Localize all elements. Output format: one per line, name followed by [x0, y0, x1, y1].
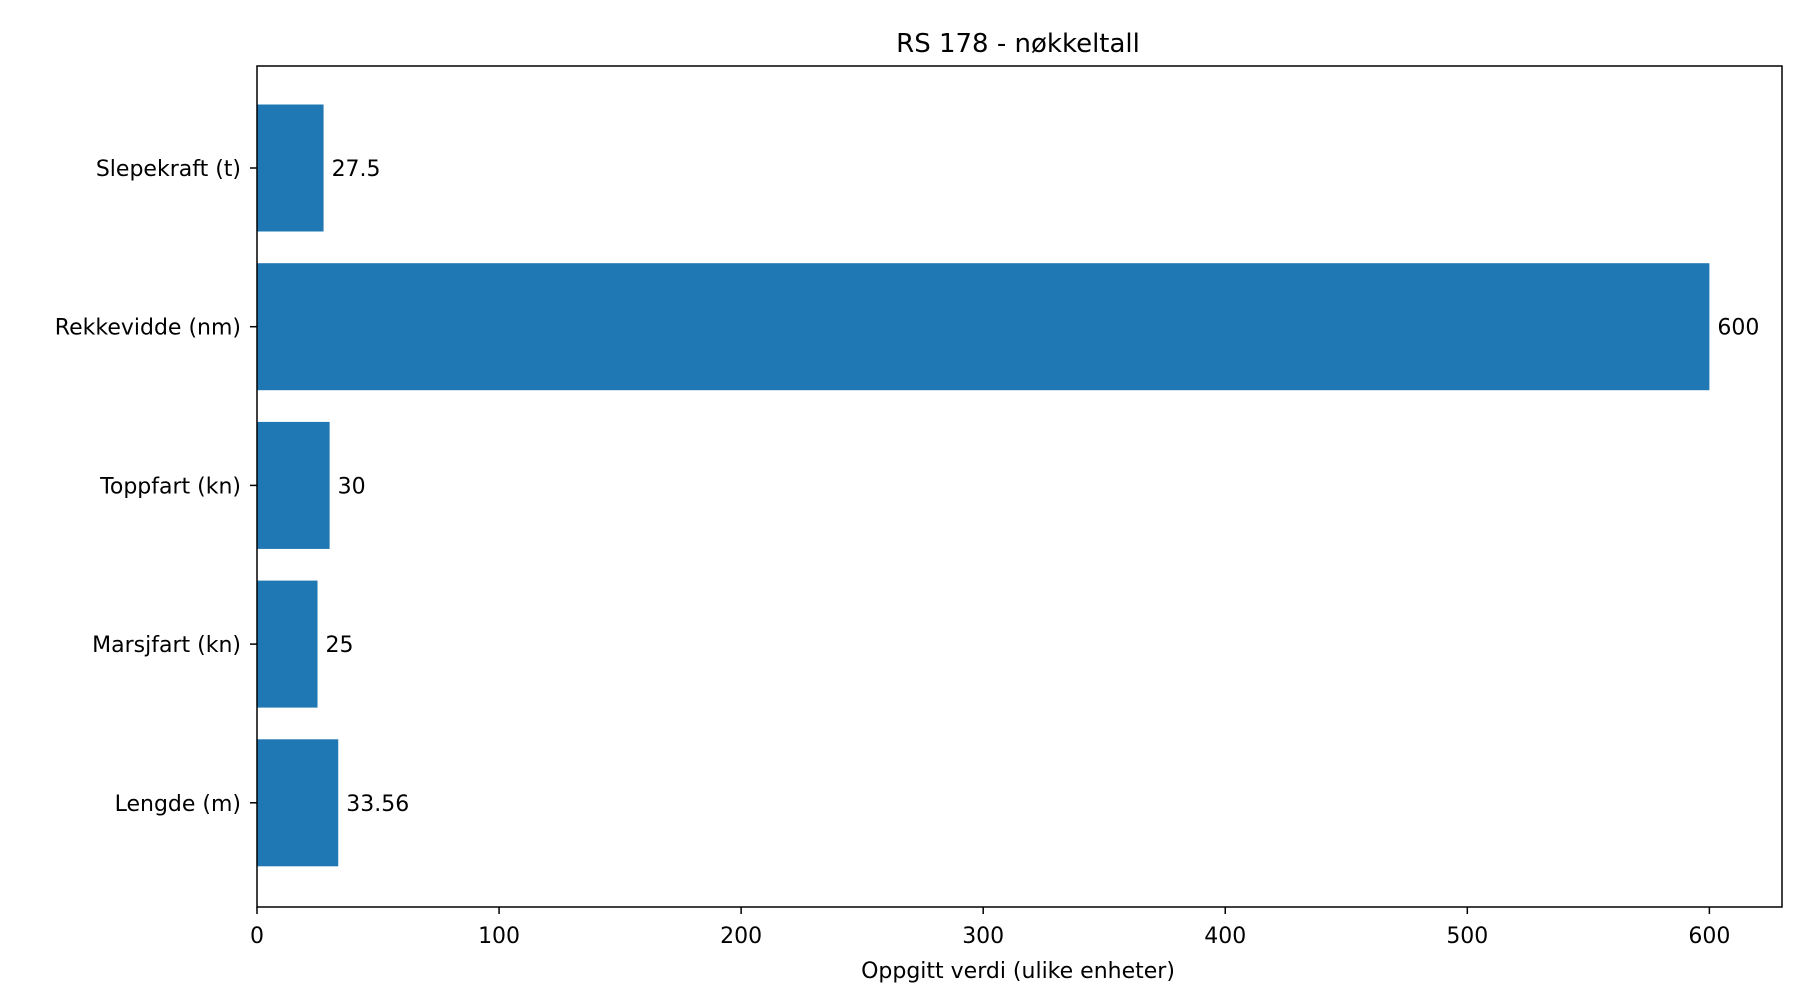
y-tick-label-1: Rekkevidde (nm) [55, 316, 241, 341]
x-tick-label-2: 200 [720, 924, 762, 949]
x-tick-label-1: 100 [478, 924, 520, 949]
x-tick-label-3: 300 [962, 924, 1004, 949]
chart-title: RS 178 - nøkkeltall [896, 29, 1140, 59]
y-tick-label-4: Lengde (m) [115, 792, 241, 817]
plot-area-frame [256, 65, 1783, 908]
x-tick-label-4: 400 [1204, 924, 1246, 949]
x-axis-label: Oppgitt verdi (ulike enheter) [861, 959, 1175, 984]
bar-value-label-4: 33.56 [346, 792, 409, 817]
y-tick-label-0: Slepekraft (t) [96, 157, 241, 182]
x-tick-label-0: 0 [250, 924, 264, 949]
bars-layer [257, 104, 1710, 867]
bar-0 [257, 104, 324, 232]
bar-value-label-2: 30 [338, 474, 366, 499]
x-tick-label-6: 600 [1688, 924, 1730, 949]
bar-value-label-3: 25 [326, 633, 354, 658]
bar-2 [257, 421, 330, 549]
bar-1 [257, 263, 1710, 391]
bar-value-label-1: 600 [1717, 316, 1759, 341]
y-tick-label-2: Toppfart (kn) [99, 474, 241, 499]
bar-value-label-0: 27.5 [332, 157, 381, 182]
bar-4 [257, 739, 339, 867]
ticks-layer [250, 167, 1711, 914]
x-tick-label-5: 500 [1446, 924, 1488, 949]
labels-layer: Slepekraft (t) 27.5 Rekkevidde (nm) 600 Topp… [55, 157, 1760, 949]
bar-3 [257, 580, 318, 708]
y-tick-label-3: Marsjfart (kn) [92, 633, 241, 658]
